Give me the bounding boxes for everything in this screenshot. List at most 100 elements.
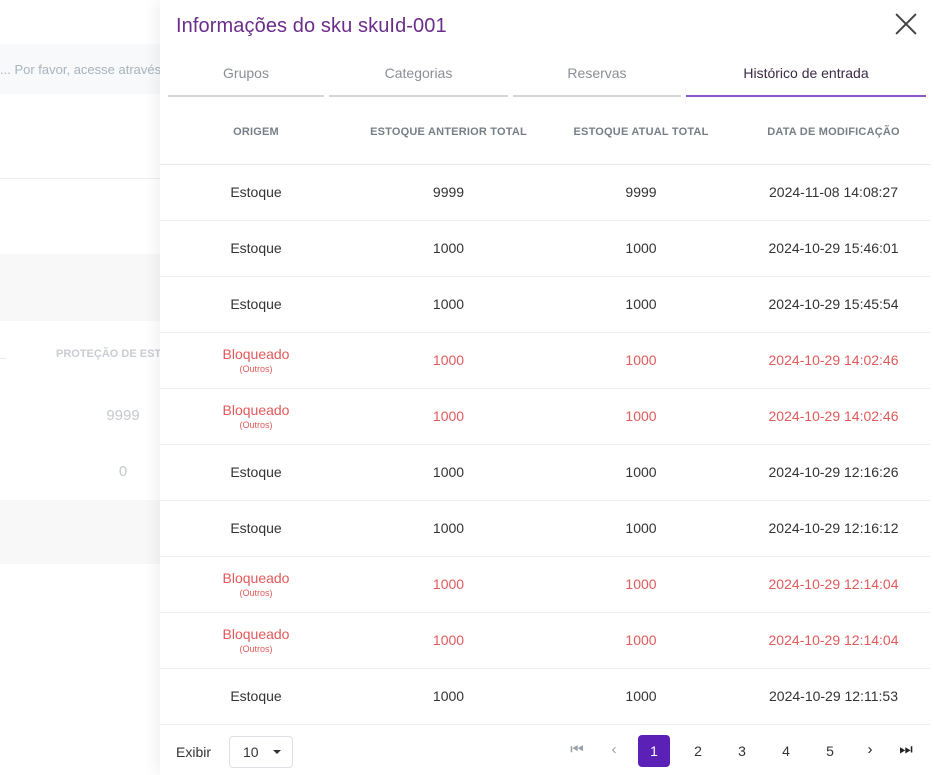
tab-categorias[interactable]: Categorias [329,53,508,97]
page-button-4[interactable]: 4 [782,743,790,759]
cell-estoque-anterior: 9999 [352,164,545,221]
background-band [0,254,160,321]
origin-sub-label: (Outros) [239,588,273,598]
column-header-origem: ORIGEM [160,100,352,165]
table-row: Bloqueado (Outros) 1000 1000 2024-10-29 14:0… [160,388,930,445]
background-notice-text: ... Por favor, acesse através [0,62,160,77]
background-table-header: _ PROTEÇÃO DE ESTOQUE [0,321,160,385]
cell-origem: Estoque [160,668,352,725]
last-page-icon[interactable]: ⏭︎ [899,741,913,758]
cell-data: 2024-10-29 14:02:46 [737,388,930,445]
cell-estoque-atual: 1000 [545,444,737,501]
cell-data: 2024-10-29 12:11:53 [737,668,930,725]
cell-estoque-atual: 1000 [545,612,737,669]
cell-estoque-atual: 1000 [545,668,737,725]
origin-sub-label: (Outros) [239,420,273,430]
table-row: Estoque 1000 1000 2024-10-29 15:45:54 [160,276,930,333]
cell-data: 2024-10-29 15:45:54 [737,276,930,333]
next-page-icon[interactable]: › [867,741,873,758]
cell-estoque-anterior: 1000 [352,556,545,613]
origin-label: Bloqueado [222,570,290,586]
column-header-estoque-anterior: ESTOQUE ANTERIOR TOTAL [352,100,545,165]
table-header-row: ORIGEM ESTOQUE ANTERIOR TOTAL ESTOQUE AT… [160,100,930,165]
cell-estoque-anterior: 1000 [352,276,545,333]
column-header-data: DATA DE MODIFICAÇÃO [737,100,930,165]
cell-estoque-anterior: 1000 [352,668,545,725]
page-size-label: Exibir [176,744,212,760]
close-icon[interactable] [892,10,920,38]
cell-estoque-atual: 9999 [545,164,737,221]
tab-reservas[interactable]: Reservas [513,53,681,97]
origin-label: Estoque [230,464,282,480]
cell-estoque-anterior: 1000 [352,388,545,445]
table-row: Estoque 1000 1000 2024-10-29 12:16:26 [160,444,930,501]
cell-data: 2024-10-29 12:16:12 [737,500,930,557]
table-row: Bloqueado (Outros) 1000 1000 2024-10-29 14:0… [160,332,930,389]
prev-page-icon[interactable]: ‹ [611,741,617,758]
origin-sub-label: (Outros) [239,644,273,654]
drawer-title: Informações do sku skuId-001 [176,15,447,37]
page-size-value: 10 [243,744,259,760]
cell-origem: Bloqueado (Outros) [160,332,352,389]
origin-label: Bloqueado [222,346,290,362]
origin-sub-label: (Outros) [239,364,273,374]
cell-estoque-anterior: 1000 [352,500,545,557]
column-header-estoque-atual: ESTOQUE ATUAL TOTAL [545,100,737,165]
table-row: Estoque 1000 1000 2024-10-29 12:16:12 [160,500,930,557]
table-row: Estoque 1000 1000 2024-10-29 15:46:01 [160,220,930,277]
cell-origem: Bloqueado (Outros) [160,612,352,669]
origin-label: Estoque [230,184,282,200]
cell-data: 2024-11-08 14:08:27 [737,164,930,221]
origin-label: Bloqueado [222,626,290,642]
cell-estoque-anterior: 1000 [352,444,545,501]
page-size-select[interactable]: 10 [229,736,293,768]
origin-label: Estoque [230,688,282,704]
cell-estoque-atual: 1000 [545,220,737,277]
cell-origem: Bloqueado (Outros) [160,388,352,445]
page-button-3[interactable]: 3 [738,743,746,759]
chevron-down-icon [273,750,281,754]
page-button-5[interactable]: 5 [826,743,834,759]
cell-data: 2024-10-29 12:16:26 [737,444,930,501]
history-table: ORIGEM ESTOQUE ANTERIOR TOTAL ESTOQUE AT… [160,100,930,725]
background-divider [0,178,160,179]
cell-estoque-atual: 1000 [545,388,737,445]
origin-label: Estoque [230,240,282,256]
cell-estoque-anterior: 1000 [352,612,545,669]
table-row: Bloqueado (Outros) 1000 1000 2024-10-29 12:1… [160,556,930,613]
cell-origem: Bloqueado (Outros) [160,556,352,613]
background-header-label: PROTEÇÃO DE ESTOQUE [56,348,160,360]
cell-data: 2024-10-29 15:46:01 [737,220,930,277]
cell-origem: Estoque [160,444,352,501]
cell-estoque-atual: 1000 [545,500,737,557]
cell-data: 2024-10-29 14:02:46 [737,332,930,389]
origin-label: Estoque [230,296,282,312]
first-page-icon[interactable]: ⏮︎ [570,741,584,758]
cell-estoque-anterior: 1000 [352,220,545,277]
table-row: Estoque 1000 1000 2024-10-29 12:11:53 [160,668,930,725]
pagination-footer: Exibir 10 ⏮︎ ‹ 1 2 3 4 5 › ⏭︎ [160,725,934,775]
origin-label: Estoque [230,520,282,536]
page-button-2[interactable]: 2 [694,743,702,759]
tab-historico-de-entrada[interactable]: Histórico de entrada [686,53,926,97]
background-notice: ... Por favor, acesse através [0,44,160,94]
cell-estoque-atual: 1000 [545,556,737,613]
table-row: Bloqueado (Outros) 1000 1000 2024-10-29 12:1… [160,612,930,669]
sku-info-drawer: Informações do sku skuId-001 Grupos Cate… [160,0,934,775]
background-value: 9999 [106,407,140,424]
cell-origem: Estoque [160,164,352,221]
cell-estoque-atual: 1000 [545,332,737,389]
cell-data: 2024-10-29 12:14:04 [737,612,930,669]
drawer-tabs: Grupos Categorias Reservas Histórico de … [168,53,926,97]
cell-origem: Estoque [160,500,352,557]
cell-data: 2024-10-29 12:14:04 [737,556,930,613]
table-row: Estoque 9999 9999 2024-11-08 14:08:27 [160,164,930,221]
cell-origem: Estoque [160,220,352,277]
cell-estoque-atual: 1000 [545,276,737,333]
page-button-1[interactable]: 1 [638,735,670,767]
background-row [0,500,160,564]
tab-grupos[interactable]: Grupos [168,53,324,97]
background-value: 0 [118,463,128,480]
cell-origem: Estoque [160,276,352,333]
origin-label: Bloqueado [222,402,290,418]
